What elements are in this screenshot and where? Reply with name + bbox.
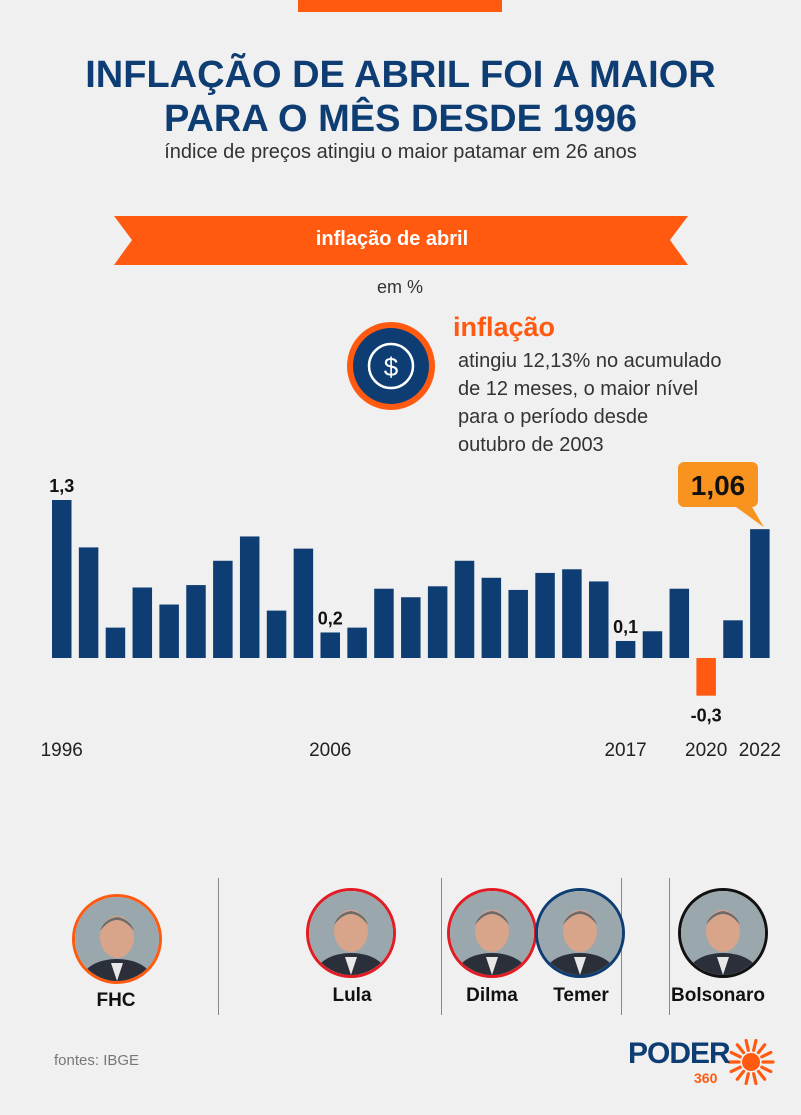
term-divider bbox=[441, 878, 442, 1015]
bar-1996 bbox=[52, 500, 72, 658]
bar-2010 bbox=[427, 586, 448, 658]
president-name-bolsonaro: Bolsonaro bbox=[671, 985, 765, 1006]
dollar-coin-icon: $ bbox=[347, 322, 435, 410]
annotation-text: atingiu 12,13% no acumulado de 12 meses,… bbox=[458, 350, 722, 456]
bar-2021 bbox=[723, 620, 743, 658]
bar-2016 bbox=[589, 581, 609, 658]
bar-2000 bbox=[159, 604, 179, 658]
data-label-2020: -0,3 bbox=[691, 706, 722, 726]
x-tick-2022: 2022 bbox=[739, 740, 781, 761]
data-label-1996: 1,3 bbox=[49, 476, 74, 496]
annotation-heading: inflação bbox=[453, 312, 556, 342]
bar-2022 bbox=[750, 529, 770, 658]
bar-2007 bbox=[347, 627, 367, 658]
source-note: fontes: IBGE bbox=[54, 1052, 140, 1069]
avatar-fhc bbox=[72, 894, 162, 984]
president-name-fhc: FHC bbox=[96, 990, 136, 1011]
bar-2018 bbox=[642, 631, 663, 658]
x-tick-2006: 2006 bbox=[309, 740, 351, 761]
bar-1999 bbox=[132, 587, 153, 658]
bar-2008 bbox=[374, 588, 394, 658]
unit-label: em % bbox=[376, 277, 423, 297]
bar-1998 bbox=[105, 627, 126, 658]
bar-2006 bbox=[320, 632, 340, 658]
svg-text:$: $ bbox=[384, 352, 399, 382]
banner-label: inflação de abril bbox=[315, 228, 469, 250]
president-name-dilma: Dilma bbox=[466, 985, 518, 1006]
bar-2019 bbox=[669, 588, 690, 658]
bar-chart: 1,3 1996 0,2 2006 0,1 2017 -0,3 2020 2022 1,06 bbox=[41, 462, 781, 761]
page-title-line-1: INFLAÇÃO DE ABRIL FOI A MAIOR bbox=[85, 54, 716, 96]
bar-2015 bbox=[562, 569, 582, 658]
bar-2012 bbox=[481, 577, 502, 658]
avatar-bolsonaro bbox=[678, 888, 768, 978]
page-title-line-2: PARA O MÊS DESDE 1996 bbox=[163, 98, 638, 140]
bar-2013 bbox=[508, 589, 528, 658]
bar-2009 bbox=[401, 597, 421, 658]
highlight-callout: 1,06 bbox=[678, 462, 764, 528]
term-divider bbox=[669, 878, 670, 1015]
highlight-value-label: 1,06 bbox=[691, 470, 746, 501]
bar-2003 bbox=[239, 536, 260, 658]
top-accent-bar bbox=[298, 0, 502, 12]
bar-2011 bbox=[454, 560, 475, 658]
bar-2001 bbox=[186, 585, 206, 658]
section-banner bbox=[114, 216, 688, 265]
x-tick-2017: 2017 bbox=[604, 740, 646, 761]
term-divider bbox=[218, 878, 219, 1015]
brand-logo-text: PODER bbox=[628, 1037, 731, 1070]
bar-2005 bbox=[293, 548, 314, 658]
brand-logo-number: 360 bbox=[694, 1070, 718, 1086]
sun-logo-icon bbox=[727, 1038, 775, 1086]
data-label-2017: 0,1 bbox=[613, 617, 638, 637]
bar-2014 bbox=[535, 572, 555, 658]
bar-2002 bbox=[213, 560, 233, 658]
data-label-2006: 0,2 bbox=[318, 608, 343, 628]
bar-2004 bbox=[266, 610, 287, 658]
president-name-lula: Lula bbox=[332, 985, 372, 1006]
avatar-dilma bbox=[447, 888, 537, 978]
bar-2017 bbox=[615, 640, 636, 658]
bar-2020 bbox=[696, 658, 716, 696]
x-tick-2020: 2020 bbox=[685, 740, 727, 761]
president-name-temer: Temer bbox=[553, 985, 609, 1006]
avatar-temer bbox=[535, 888, 625, 978]
page-subtitle: índice de preços atingiu o maior patamar… bbox=[164, 141, 637, 163]
x-tick-1996: 1996 bbox=[41, 740, 83, 761]
avatar-lula bbox=[306, 888, 396, 978]
bar-1997 bbox=[78, 547, 99, 658]
